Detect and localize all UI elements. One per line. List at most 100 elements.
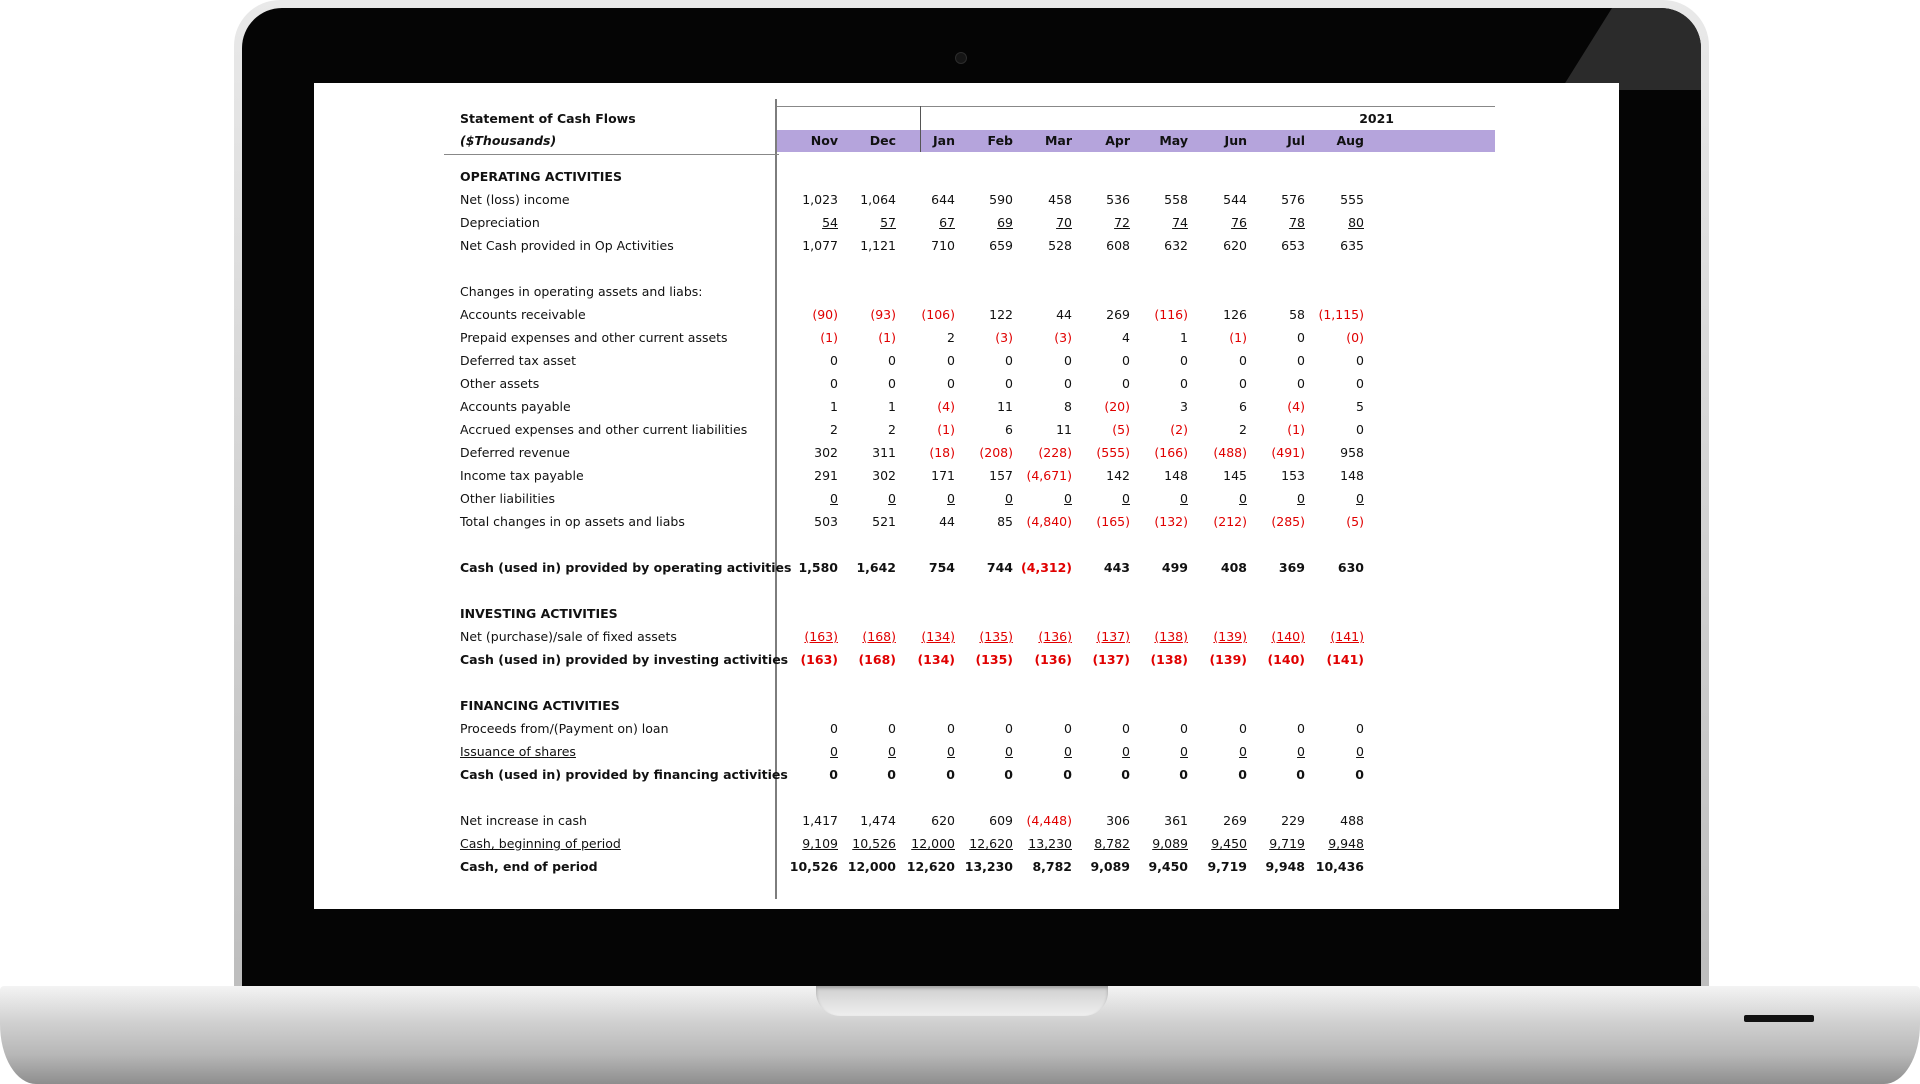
- cell-jun[interactable]: 145: [1223, 468, 1247, 483]
- cell-may[interactable]: (166): [1154, 445, 1188, 460]
- month-header-dec[interactable]: Dec: [869, 133, 896, 148]
- cell-jun[interactable]: 0: [1239, 744, 1247, 759]
- cell-jun[interactable]: 9,719: [1207, 859, 1247, 874]
- cell-feb[interactable]: 0: [1005, 491, 1013, 506]
- cell-dec[interactable]: 57: [880, 215, 896, 230]
- row-label[interactable]: Other assets: [460, 376, 540, 391]
- cell-mar[interactable]: 8,782: [1032, 859, 1072, 874]
- cell-jun[interactable]: 6: [1239, 399, 1247, 414]
- cell-mar[interactable]: 528: [1048, 238, 1072, 253]
- cell-dec[interactable]: 1,064: [860, 192, 896, 207]
- cell-jan[interactable]: 67: [939, 215, 955, 230]
- row-label[interactable]: Cash (used in) provided by financing act…: [460, 767, 788, 782]
- cell-feb[interactable]: (135): [975, 652, 1013, 667]
- row-label[interactable]: FINANCING ACTIVITIES: [460, 698, 620, 713]
- cell-dec[interactable]: (93): [870, 307, 896, 322]
- cell-aug[interactable]: (141): [1330, 629, 1364, 644]
- cell-apr[interactable]: (20): [1104, 399, 1130, 414]
- cell-feb[interactable]: 609: [989, 813, 1013, 828]
- cell-jul[interactable]: 0: [1297, 491, 1305, 506]
- cell-may[interactable]: 361: [1164, 813, 1188, 828]
- cell-mar[interactable]: 0: [1064, 491, 1072, 506]
- cell-may[interactable]: 632: [1164, 238, 1188, 253]
- cell-mar[interactable]: 0: [1063, 767, 1072, 782]
- cell-jul[interactable]: (491): [1271, 445, 1305, 460]
- cell-nov[interactable]: 10,526: [789, 859, 838, 874]
- cell-apr[interactable]: (137): [1096, 629, 1130, 644]
- cell-jun[interactable]: 544: [1223, 192, 1247, 207]
- cell-jul[interactable]: 0: [1297, 721, 1305, 736]
- cell-jul[interactable]: 576: [1281, 192, 1305, 207]
- cell-may[interactable]: (138): [1154, 629, 1188, 644]
- cell-jan[interactable]: 754: [928, 560, 955, 575]
- cell-aug[interactable]: 635: [1340, 238, 1364, 253]
- cell-jan[interactable]: (134): [917, 652, 955, 667]
- cell-jun[interactable]: 76: [1231, 215, 1247, 230]
- cell-feb[interactable]: (135): [979, 629, 1013, 644]
- month-header-jan[interactable]: Jan: [933, 133, 955, 148]
- cell-jul[interactable]: (140): [1271, 629, 1305, 644]
- cell-apr[interactable]: 443: [1103, 560, 1130, 575]
- month-header-feb[interactable]: Feb: [987, 133, 1013, 148]
- cell-jul[interactable]: 229: [1281, 813, 1305, 828]
- cell-dec[interactable]: 2: [888, 422, 896, 437]
- cell-feb[interactable]: 13,230: [964, 859, 1013, 874]
- row-label[interactable]: Net Cash provided in Op Activities: [460, 238, 674, 253]
- row-label[interactable]: INVESTING ACTIVITIES: [460, 606, 618, 621]
- cell-aug[interactable]: 0: [1356, 353, 1364, 368]
- cell-feb[interactable]: 157: [989, 468, 1013, 483]
- row-label[interactable]: Cash (used in) provided by investing act…: [460, 652, 789, 667]
- cell-apr[interactable]: 269: [1106, 307, 1130, 322]
- cell-aug[interactable]: 9,948: [1328, 836, 1364, 851]
- month-header-jun[interactable]: Jun: [1224, 133, 1247, 148]
- row-label[interactable]: Accounts receivable: [460, 307, 586, 322]
- cell-jul[interactable]: 9,719: [1269, 836, 1305, 851]
- cell-apr[interactable]: 4: [1122, 330, 1130, 345]
- cell-aug[interactable]: 80: [1348, 215, 1364, 230]
- row-label[interactable]: Cash, end of period: [460, 859, 598, 874]
- cell-jun[interactable]: (139): [1213, 629, 1247, 644]
- cell-mar[interactable]: 70: [1056, 215, 1072, 230]
- cell-jun[interactable]: 2: [1239, 422, 1247, 437]
- cell-apr[interactable]: 0: [1122, 491, 1130, 506]
- cell-may[interactable]: 499: [1161, 560, 1188, 575]
- cell-jul[interactable]: 78: [1289, 215, 1305, 230]
- cell-may[interactable]: 3: [1180, 399, 1188, 414]
- cell-mar[interactable]: (4,840): [1026, 514, 1072, 529]
- cell-nov[interactable]: 9,109: [802, 836, 838, 851]
- cell-nov[interactable]: 1,580: [798, 560, 838, 575]
- cell-jan[interactable]: 0: [947, 376, 955, 391]
- row-label[interactable]: Prepaid expenses and other current asset…: [460, 330, 728, 345]
- row-label[interactable]: Total changes in op assets and liabs: [460, 514, 685, 529]
- cell-dec[interactable]: 1,121: [860, 238, 896, 253]
- cell-apr[interactable]: 536: [1106, 192, 1130, 207]
- row-label[interactable]: Accrued expenses and other current liabi…: [460, 422, 748, 437]
- cell-aug[interactable]: 0: [1356, 744, 1364, 759]
- cell-jul[interactable]: 9,948: [1265, 859, 1305, 874]
- cell-jun[interactable]: 408: [1220, 560, 1247, 575]
- cell-dec[interactable]: 0: [888, 376, 896, 391]
- cell-may[interactable]: 0: [1180, 744, 1188, 759]
- cell-aug[interactable]: 0: [1356, 491, 1364, 506]
- month-header-jul[interactable]: Jul: [1287, 133, 1305, 148]
- cell-nov[interactable]: (163): [800, 652, 838, 667]
- cell-mar[interactable]: 0: [1064, 353, 1072, 368]
- cell-aug[interactable]: 488: [1340, 813, 1364, 828]
- cell-feb[interactable]: 12,620: [969, 836, 1013, 851]
- cell-jun[interactable]: 0: [1239, 353, 1247, 368]
- cell-mar[interactable]: (4,448): [1026, 813, 1072, 828]
- cell-may[interactable]: 558: [1164, 192, 1188, 207]
- cell-aug[interactable]: 0: [1356, 422, 1364, 437]
- row-label[interactable]: Cash (used in) provided by operating act…: [460, 560, 792, 575]
- row-label[interactable]: Proceeds from/(Payment on) loan: [460, 721, 669, 736]
- cell-aug[interactable]: (5): [1346, 514, 1364, 529]
- month-header-nov[interactable]: Nov: [810, 133, 838, 148]
- cell-aug[interactable]: 630: [1337, 560, 1364, 575]
- cell-jun[interactable]: 0: [1239, 376, 1247, 391]
- cell-may[interactable]: 0: [1180, 376, 1188, 391]
- cell-mar[interactable]: (3): [1054, 330, 1072, 345]
- cell-jan[interactable]: 2: [947, 330, 955, 345]
- cell-nov[interactable]: 1,023: [802, 192, 838, 207]
- cell-aug[interactable]: 555: [1340, 192, 1364, 207]
- cell-jan[interactable]: 0: [947, 721, 955, 736]
